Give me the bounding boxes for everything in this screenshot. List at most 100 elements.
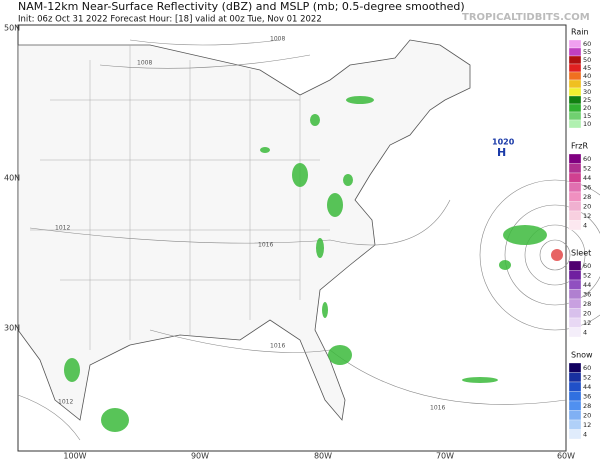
high-symbol: H <box>497 146 506 159</box>
legend-swatch <box>568 410 582 421</box>
legend-tick: 50 <box>583 56 591 64</box>
legend-tick: 15 <box>583 112 591 120</box>
legend-swatch <box>568 391 582 402</box>
legend-tick: 40 <box>583 72 591 80</box>
isobar-label: 1016 <box>258 242 273 249</box>
subtitle: Init: 06z Oct 31 2022 Forecast Hour: [18… <box>18 15 322 25</box>
legends: Rain6055504540353025201510FrzR6052443628… <box>568 28 593 440</box>
legend-swatch <box>568 103 582 113</box>
legend-swatch <box>568 419 582 430</box>
isobar-label: 1016 <box>270 343 285 350</box>
isobar-label: 1016 <box>430 405 445 412</box>
legend-swatch <box>568 39 582 49</box>
legend-swatch <box>568 270 582 281</box>
legend-tick: 60 <box>583 155 591 163</box>
legend-tick: 44 <box>583 281 591 289</box>
legend-tick: 36 <box>583 183 591 191</box>
legend-tick: 4 <box>583 430 587 438</box>
legend-tick: 12 <box>583 319 591 327</box>
legend-swatch <box>568 79 582 89</box>
legend-tick: 20 <box>583 104 591 112</box>
legend-swatch <box>568 400 582 411</box>
legend-swatch <box>568 210 582 221</box>
legend-swatch <box>568 63 582 73</box>
legend-tick: 10 <box>583 120 591 128</box>
lon-label: 100W <box>63 452 86 461</box>
legend-swatch <box>568 71 582 81</box>
legend-tick: 60 <box>583 364 591 372</box>
legend-swatch <box>568 47 582 57</box>
legend-tick: 36 <box>583 290 591 298</box>
legend-tick: 30 <box>583 88 591 96</box>
legend-tick: 20 <box>583 411 591 419</box>
legend-tick: 28 <box>583 300 591 308</box>
legend-swatch <box>568 95 582 105</box>
legend-tick: 44 <box>583 383 591 391</box>
legend-swatch <box>568 317 582 328</box>
isobar-label: 1012 <box>58 399 73 406</box>
legend-swatch <box>568 220 582 231</box>
watermark: TROPICALTIDBITS.COM <box>462 12 590 23</box>
legend-swatch <box>568 279 582 290</box>
borders <box>30 45 330 350</box>
legend-swatch <box>568 362 582 373</box>
legend-tick: 44 <box>583 174 591 182</box>
legend-swatch <box>568 429 582 440</box>
precipitation <box>64 96 547 432</box>
pressure-value: 1020 <box>492 138 515 147</box>
legend-tick: 36 <box>583 392 591 400</box>
legend-tick: 25 <box>583 96 591 104</box>
legend-tick: 60 <box>583 262 591 270</box>
legend-tick: 4 <box>583 328 587 336</box>
legend-title: Snow <box>571 351 593 360</box>
legend-swatch <box>568 182 582 193</box>
lon-label: 90W <box>191 452 209 461</box>
legend-swatch <box>568 163 582 174</box>
isobar-label: 1012 <box>55 225 70 232</box>
lon-label: 70W <box>436 452 454 461</box>
legend-swatch <box>568 381 582 392</box>
legend-swatch <box>568 260 582 271</box>
lon-label: 80W <box>314 452 332 461</box>
legend-swatch <box>568 55 582 65</box>
legend-swatch <box>568 191 582 202</box>
legend-tick: 28 <box>583 193 591 201</box>
legend-swatch <box>568 372 582 383</box>
legend-swatch <box>568 119 582 129</box>
map-area: 1008 1008 1012 1016 1016 1016 1012 1020 … <box>4 24 600 461</box>
legend-swatch <box>568 172 582 183</box>
title: NAM-12km Near-Surface Reflectivity (dBZ)… <box>18 0 465 13</box>
legend-tick: 55 <box>583 48 591 56</box>
legend-swatch <box>568 111 582 121</box>
legend-tick: 12 <box>583 212 591 220</box>
lon-label: 60W <box>557 452 575 461</box>
legend-tick: 4 <box>583 221 587 229</box>
legend-tick: 28 <box>583 402 591 410</box>
lat-label: 30N <box>4 324 20 333</box>
legend-swatch <box>568 298 582 309</box>
legend-tick: 20 <box>583 202 591 210</box>
legend-swatch <box>568 201 582 212</box>
legend-tick: 52 <box>583 164 591 172</box>
legend-tick: 60 <box>583 40 591 48</box>
legend-swatch <box>568 289 582 300</box>
isobar-label: 1008 <box>137 60 152 67</box>
legend-tick: 20 <box>583 309 591 317</box>
legend-swatch <box>568 87 582 97</box>
storm-core <box>551 249 563 261</box>
legend-tick: 52 <box>583 271 591 279</box>
legend-title: Rain <box>571 28 589 37</box>
legend-title: FrzR <box>571 142 589 151</box>
legend-tick: 45 <box>583 64 591 72</box>
legend-swatch <box>568 153 582 164</box>
isobar-label: 1008 <box>270 36 285 43</box>
legend-tick: 52 <box>583 373 591 381</box>
legend-title: Sleet <box>571 249 591 258</box>
lat-label: 50N <box>4 24 20 33</box>
legend-swatch <box>568 308 582 319</box>
legend-swatch <box>568 327 582 338</box>
legend-tick: 35 <box>583 80 591 88</box>
lat-label: 40N <box>4 174 20 183</box>
